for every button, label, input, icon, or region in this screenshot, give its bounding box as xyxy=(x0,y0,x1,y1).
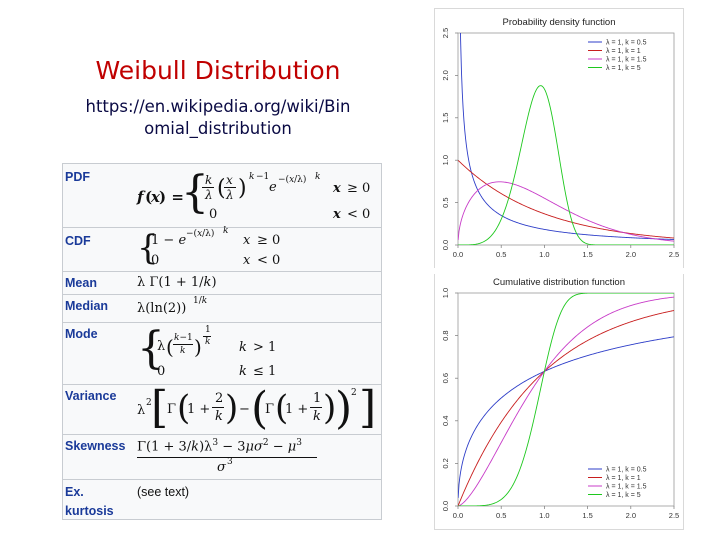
legend-label: λ = 1, k = 1 xyxy=(606,475,641,482)
chart-title: Cumulative distribution function xyxy=(493,277,625,288)
legend-label: λ = 1, k = 0.5 xyxy=(606,467,647,474)
plot-frame xyxy=(457,292,675,507)
y-tick-label: 1.0 xyxy=(441,288,450,298)
x-tick-label: 0.5 xyxy=(496,511,506,520)
median-label: Median xyxy=(65,299,109,313)
y-tick-label: 0.0 xyxy=(441,501,450,511)
y-tick-label: 2.0 xyxy=(441,70,450,80)
y-tick-label: 0.2 xyxy=(441,458,450,468)
infobox-row-cdf: CDF { 1 − e −(x/λ) k x ≥ 0 0 x < 0 xyxy=(63,226,381,271)
y-tick-label: 0.0 xyxy=(441,240,450,250)
y-tick-label: 1.5 xyxy=(441,113,450,123)
slide-url-line-2[interactable]: omial_distribution xyxy=(144,119,292,138)
legend-label: λ = 1, k = 5 xyxy=(606,65,641,72)
pdf-label: PDF xyxy=(65,170,90,184)
kurtosis-value: (see text) xyxy=(137,480,377,520)
series-line-1 xyxy=(458,160,674,239)
skewness-label: Skewness xyxy=(65,439,126,453)
series-line-3 xyxy=(458,85,674,245)
infobox-row-mode: Mode { λ ( k−1 k ) 1 k k > 1 0 k ≤ 1 xyxy=(63,322,381,384)
y-tick-label: 0.6 xyxy=(441,373,450,383)
x-tick-label: 2.0 xyxy=(626,250,636,259)
plot-frame xyxy=(457,32,675,246)
y-tick-label: 0.5 xyxy=(441,197,450,207)
series-line-2 xyxy=(458,181,674,242)
kurtosis-label-line-1: Ex. xyxy=(65,485,84,499)
y-tick-label: 0.8 xyxy=(441,330,450,340)
x-tick-label: 1.5 xyxy=(582,511,592,520)
slide-url[interactable]: https://en.wikipedia.org/wiki/Bin omial_… xyxy=(62,96,374,140)
pdf-formula: f ( x ) = { k λ ( x λ ) k −1 e −(x/λ) k x… xyxy=(137,167,371,223)
legend-label: λ = 1, k = 1.5 xyxy=(606,57,647,64)
x-tick-label: 2.0 xyxy=(626,511,636,520)
kurtosis-label-line-2: kurtosis xyxy=(65,504,114,518)
mode-label: Mode xyxy=(65,327,98,341)
legend-label: λ = 1, k = 0.5 xyxy=(606,40,647,47)
cdf-formula: { 1 − e −(x/λ) k x ≥ 0 0 x < 0 xyxy=(137,226,281,268)
series-line-0 xyxy=(458,336,674,498)
legend-label: λ = 1, k = 5 xyxy=(606,492,641,499)
series-line-0 xyxy=(460,33,674,240)
infobox-row-mean: Mean λ Γ(1 + 1/k) xyxy=(63,271,381,294)
x-tick-label: 1.0 xyxy=(539,511,549,520)
legend-label: λ = 1, k = 1.5 xyxy=(606,484,647,491)
variance-label: Variance xyxy=(65,389,117,403)
legend-box xyxy=(584,35,672,73)
median-formula: λ(ln(2)) 1/k xyxy=(137,296,208,316)
x-tick-label: 2.5 xyxy=(669,250,679,259)
series-line-3 xyxy=(458,293,674,506)
x-tick-label: 0.0 xyxy=(453,511,463,520)
slide-title: Weibull Distribution xyxy=(95,56,341,85)
x-tick-label: 1.5 xyxy=(582,250,592,259)
cdf-chart: Cumulative distribution function 0.0 0.5 1.… xyxy=(441,277,679,520)
mean-label: Mean xyxy=(65,276,97,290)
x-tick-label: 1.0 xyxy=(539,250,549,259)
infobox-row-median: Median λ(ln(2)) 1/k xyxy=(63,294,381,322)
kurtosis-text: (see text) xyxy=(137,485,190,499)
cdf-label: CDF xyxy=(65,234,91,248)
mean-formula: λ Γ(1 + 1/k) xyxy=(137,275,217,290)
chart-panel: Probability density function 0.0 0.5 1.0 1.5… xyxy=(434,8,684,530)
mode-formula: { λ ( k−1 k ) 1 k k > 1 0 k ≤ 1 xyxy=(137,323,277,379)
y-tick-label: 0.4 xyxy=(441,416,450,426)
infobox-row-pdf: PDF f ( x ) = { k λ ( x λ ) k −1 e −(x/λ)… xyxy=(63,164,381,227)
legend-box xyxy=(584,462,672,500)
legend-label: λ = 1, k = 1 xyxy=(606,48,641,55)
chart-title: Probability density function xyxy=(502,17,615,28)
weibull-infobox: PDF f ( x ) = { k λ ( x λ ) k −1 e −(x/λ)… xyxy=(62,163,382,520)
x-tick-label: 0.0 xyxy=(453,250,463,259)
series-line-1 xyxy=(458,310,674,506)
x-tick-label: 2.5 xyxy=(669,511,679,520)
series-line-2 xyxy=(458,296,674,506)
chart-gap xyxy=(434,268,684,274)
slide-url-line-1[interactable]: https://en.wikipedia.org/wiki/Bin xyxy=(85,97,351,116)
y-tick-label: 2.5 xyxy=(441,28,450,38)
kurtosis-label: Ex. kurtosis xyxy=(65,483,135,521)
pdf-chart: Probability density function 0.0 0.5 1.0 1.5… xyxy=(441,17,679,259)
y-tick-label: 1.0 xyxy=(441,155,450,165)
infobox-row-kurtosis: Ex. kurtosis (see text) xyxy=(63,479,381,520)
x-tick-label: 0.5 xyxy=(496,250,506,259)
